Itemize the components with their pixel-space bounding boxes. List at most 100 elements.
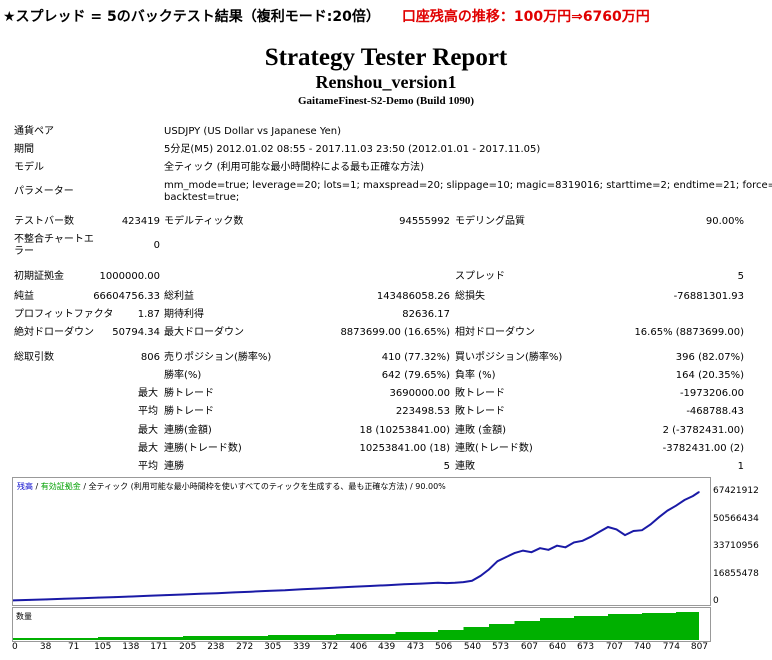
bars-label: テストバー数 xyxy=(14,216,74,227)
params-line2: backtest=true; xyxy=(164,192,240,203)
quality-label: モデリング品質 xyxy=(455,216,525,227)
headline: ★スプレッド = 5のバックテスト結果（複利モード:20倍） 口座残高の推移：10… xyxy=(3,6,650,26)
chart-legend: 残高 / 有効証拠金 / 全ティック (利用可能な最小時間枠を使いすべてのティッ… xyxy=(17,481,446,492)
x-tick-label: 406 xyxy=(350,642,368,652)
spread-label: スプレッド xyxy=(455,271,505,282)
x-tick-label: 607 xyxy=(520,642,539,652)
params-label: パラメーター xyxy=(14,186,74,197)
abs-drawdown-value: 50794.34 xyxy=(112,327,160,338)
balance-point xyxy=(556,544,558,547)
balance-point xyxy=(522,549,524,552)
y-tick-label: 33710956 xyxy=(713,541,759,551)
volume-chart: 数量 xyxy=(12,607,711,642)
long-positions-value: 396 (82.07%) xyxy=(675,352,744,363)
y-tick-label: 16855478 xyxy=(713,568,759,579)
balance-point xyxy=(165,594,167,596)
balance-point xyxy=(46,598,48,601)
mismatch-label-line1: 不整合チャートエ xyxy=(14,234,94,245)
balance-point xyxy=(369,585,371,587)
balance-point xyxy=(564,546,567,549)
x-tick-label: 673 xyxy=(576,642,595,652)
balance-point xyxy=(598,531,601,533)
volume-bar xyxy=(395,632,438,640)
balance-point xyxy=(649,523,652,526)
balance-point xyxy=(13,599,14,602)
period-label: 期間 xyxy=(14,144,34,155)
max-win-value: 3690000.00 xyxy=(389,388,450,399)
balance-point xyxy=(505,556,507,558)
long-positions-label: 買いポジション(勝率%) xyxy=(455,352,563,363)
max-loss-value: -1973206.00 xyxy=(679,388,744,399)
avg-cons-win-label: 連勝 xyxy=(164,461,184,472)
spread-value: 5 xyxy=(737,271,744,282)
balance-point xyxy=(114,596,116,598)
x-tick-label: 439 xyxy=(378,642,396,652)
x-tick-label: 0 xyxy=(12,642,18,652)
balance-point xyxy=(641,529,643,531)
volume-bar xyxy=(183,636,268,640)
bars-value: 423419 xyxy=(121,216,160,227)
balance-point xyxy=(420,582,422,585)
balance-chart-svg xyxy=(13,491,700,602)
balance-point xyxy=(233,591,235,594)
x-tick-label: 640 xyxy=(548,642,567,652)
x-tick-label: 38 xyxy=(39,642,52,652)
balance-point xyxy=(462,581,465,583)
win-rate-value: 642 (79.65%) xyxy=(381,370,450,381)
ea-name: Renshou_version1 xyxy=(315,72,457,92)
balance-point xyxy=(530,551,533,553)
volume-bar xyxy=(336,634,396,640)
balance-point xyxy=(581,540,584,542)
max-label: 最大 xyxy=(138,388,158,399)
total-trades-value: 806 xyxy=(140,352,160,363)
avg-cons-loss-label: 連敗 xyxy=(455,461,475,472)
expected-payoff-value: 82636.17 xyxy=(402,309,450,320)
x-tick-label: 540 xyxy=(463,642,482,652)
balance-point xyxy=(301,588,303,591)
balance-point xyxy=(437,581,439,584)
abs-drawdown-label: 絶対ドローダウン xyxy=(14,327,94,338)
deposit-label: 初期証拠金 xyxy=(14,271,64,282)
cons-lossamt-value: -3782431.00 (2) xyxy=(662,443,744,454)
balance-point xyxy=(624,534,626,536)
legend-balance: 残高 xyxy=(17,482,33,491)
x-tick-label: 171 xyxy=(150,642,168,652)
ticks-label: モデルティック数 xyxy=(164,216,244,227)
x-tick-label: 774 xyxy=(662,642,680,652)
max-drawdown-value: 8873699.00 (16.65%) xyxy=(340,327,450,338)
volume-chart-svg xyxy=(13,612,699,640)
avg-cons-loss-value: 1 xyxy=(737,461,744,472)
x-tick-label: 339 xyxy=(293,642,311,652)
balance-point xyxy=(666,509,669,512)
cons-profit-label: 連勝(トレード数) xyxy=(164,443,242,454)
volume-bar xyxy=(438,630,464,640)
balance-point xyxy=(471,580,473,582)
x-tick-label: 272 xyxy=(236,642,254,652)
balance-point xyxy=(182,593,184,596)
quality-value: 90.00% xyxy=(705,216,744,227)
legend-equity: 有効証拠金 xyxy=(40,482,81,491)
y-tick-label: 67421912 xyxy=(713,486,759,496)
period-value: 5分足(M5) 2012.01.02 08:55 - 2017.11.03 23… xyxy=(164,144,541,155)
cons-loss-money-value: 2 (-3782431.00) xyxy=(662,425,744,436)
x-tick-label: 473 xyxy=(406,642,425,652)
x-tick-label: 305 xyxy=(264,642,282,652)
balance-point xyxy=(675,504,677,507)
volume-bar xyxy=(608,614,642,640)
cons-profit-value: 10253841.00 (18) xyxy=(359,443,450,454)
avg-label: 平均 xyxy=(138,406,158,417)
balance-point xyxy=(590,535,592,538)
balance-point xyxy=(479,575,482,577)
profit-factor-value: 1.87 xyxy=(137,309,160,320)
gross-loss-value: -76881301.93 xyxy=(673,291,744,302)
balance-point xyxy=(216,592,218,594)
balance-point xyxy=(148,595,150,597)
balance-point xyxy=(698,491,700,493)
avg-win-value: 223498.53 xyxy=(395,406,450,417)
mismatch-value: 0 xyxy=(153,240,160,251)
headline-highlight: 口座残高の推移：100万円⇒6760万円 xyxy=(401,9,650,25)
x-tick-label: 205 xyxy=(179,642,197,652)
balance-line xyxy=(13,491,700,602)
cons-win-money-label: 連勝(金額) xyxy=(164,425,212,436)
cons-loss-money-label: 連敗 (金額) xyxy=(455,425,506,436)
